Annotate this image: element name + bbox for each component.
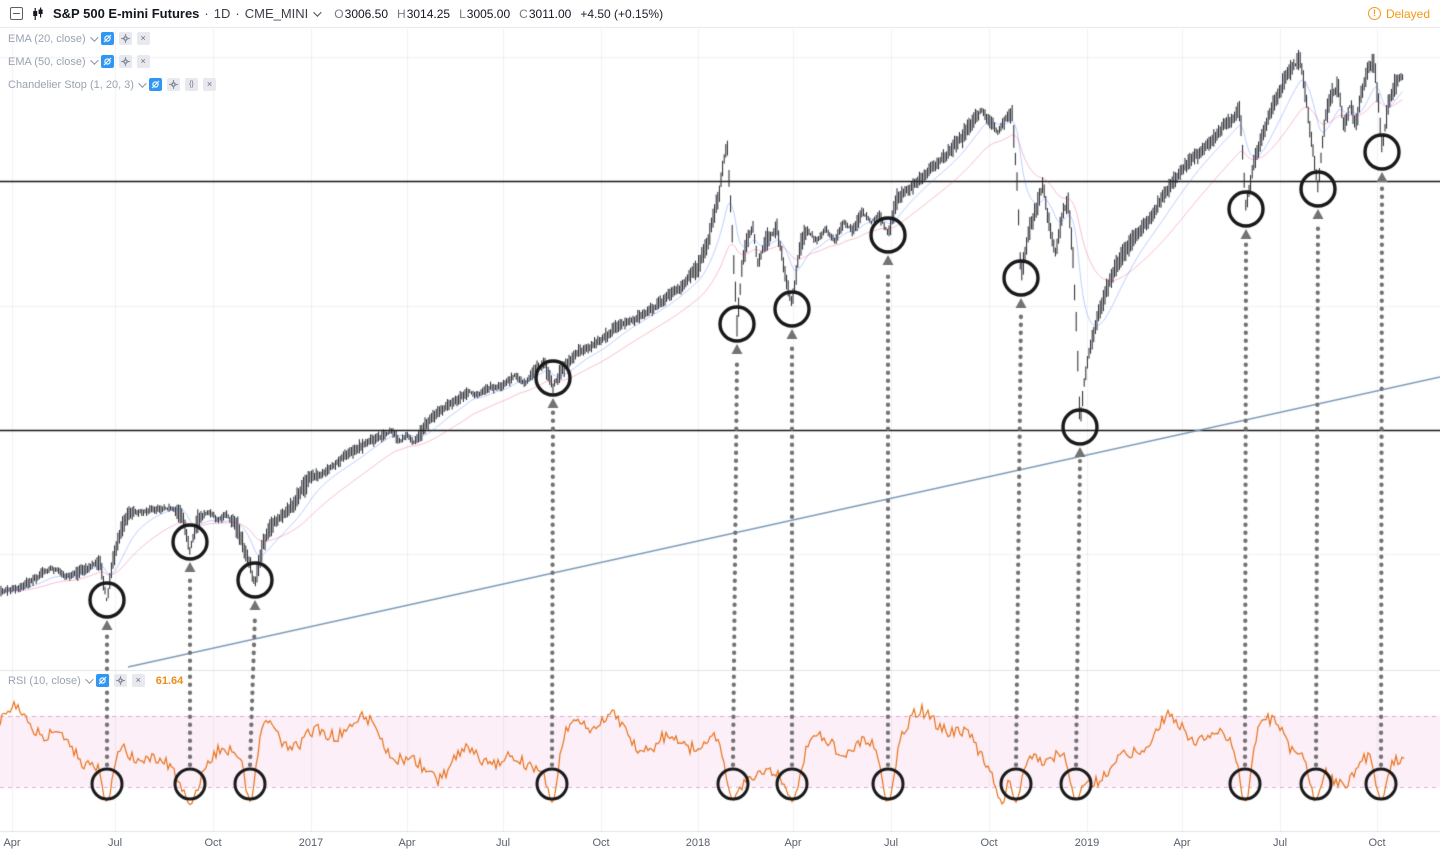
time-axis-label: 2019 xyxy=(1074,837,1100,849)
low-label: L xyxy=(459,6,466,21)
time-axis-label: Jul xyxy=(883,837,899,849)
symbol-button[interactable]: S&P 500 E-mini Futures · 1D · CME_MINI xyxy=(53,6,322,21)
time-axis-label: 2018 xyxy=(685,837,711,849)
delayed-label: Delayed xyxy=(1385,6,1430,21)
time-axis-label: Oct xyxy=(1368,837,1386,849)
rsi-legend: RSI (10, close) × 61.64 xyxy=(8,674,183,687)
close-icon[interactable]: × xyxy=(136,32,150,45)
source-code-icon[interactable]: {} xyxy=(184,78,198,91)
close-icon[interactable]: × xyxy=(202,78,216,91)
chevron-down-icon[interactable] xyxy=(313,7,322,17)
time-axis-label: Oct xyxy=(592,837,610,849)
symbol-separator-1: · xyxy=(204,6,209,21)
collapse-panel-icon[interactable] xyxy=(10,7,23,20)
time-axis[interactable]: Apr Jul Oct 2017 Apr Jul Oct 2018 Apr Jul Oct 2019 A… xyxy=(0,836,1440,854)
time-axis-label: Apr xyxy=(398,837,416,849)
high-label: H xyxy=(397,6,406,21)
rsi-label[interactable]: RSI (10, close) xyxy=(8,674,81,687)
symbol-title: S&P 500 E-mini Futures xyxy=(53,6,200,21)
time-axis-label: Apr xyxy=(3,837,21,849)
indicator-row-1-label[interactable]: EMA (20, close) xyxy=(8,32,86,45)
settings-icon[interactable] xyxy=(118,55,132,68)
chevron-down-icon[interactable] xyxy=(89,55,99,65)
low-value: 3005.00 xyxy=(466,6,511,21)
time-axis-label: 2017 xyxy=(298,837,324,849)
chevron-down-icon[interactable] xyxy=(84,674,94,684)
close-icon[interactable]: × xyxy=(136,55,150,68)
hide-icon[interactable] xyxy=(95,674,109,687)
delayed-icon: ! xyxy=(1367,7,1381,20)
chart-logo-icon xyxy=(32,7,44,21)
hide-icon[interactable] xyxy=(100,55,114,68)
time-axis-label: Jul xyxy=(495,837,511,849)
close-value: 3011.00 xyxy=(528,6,572,21)
close-label: C xyxy=(519,6,528,21)
hide-icon[interactable] xyxy=(100,32,114,45)
time-axis-label: Apr xyxy=(1173,837,1191,849)
time-axis-label: Oct xyxy=(980,837,998,849)
settings-icon[interactable] xyxy=(118,32,132,45)
chevron-down-icon[interactable] xyxy=(89,32,99,42)
rsi-value: 61.64 xyxy=(155,674,184,687)
high-value: 3014.25 xyxy=(406,6,451,21)
chevron-down-icon[interactable] xyxy=(138,78,147,88)
interval-label: 1D xyxy=(213,6,231,21)
indicator-row-2-label[interactable]: EMA (50, close) xyxy=(8,55,86,68)
symbol-separator-2: · xyxy=(235,6,240,21)
chart-toolbar: S&P 500 E-mini Futures · 1D · CME_MINI O… xyxy=(0,0,1440,28)
time-axis-label: Apr xyxy=(784,837,802,849)
settings-icon[interactable] xyxy=(113,674,127,687)
ohlc-readout: O 3006.50 H 3014.25 L 3005.00 C 3011.00 +4.5… xyxy=(334,7,663,21)
time-axis-label: Jul xyxy=(1272,837,1288,849)
time-axis-label: Oct xyxy=(204,837,222,849)
indicator-row-1: EMA (20, close) × xyxy=(8,30,216,47)
change-value: +4.50 (+0.15%) xyxy=(580,6,664,21)
exchange-label: CME_MINI xyxy=(244,6,309,21)
indicator-legend: EMA (20, close) × EMA (50, close) × Chandeli… xyxy=(8,30,216,99)
hide-icon[interactable] xyxy=(148,78,162,91)
indicator-row-3: Chandelier Stop (1, 20, 3) {} × xyxy=(8,76,216,93)
delayed-badge[interactable]: ! Delayed xyxy=(1367,6,1430,21)
time-axis-label: Jul xyxy=(107,837,123,849)
settings-icon[interactable] xyxy=(166,78,180,91)
open-value: 3006.50 xyxy=(344,6,389,21)
open-label: O xyxy=(334,6,344,21)
indicator-row-3-label[interactable]: Chandelier Stop (1, 20, 3) xyxy=(8,78,134,91)
close-icon[interactable]: × xyxy=(131,674,145,687)
indicator-row-2: EMA (50, close) × xyxy=(8,53,216,70)
